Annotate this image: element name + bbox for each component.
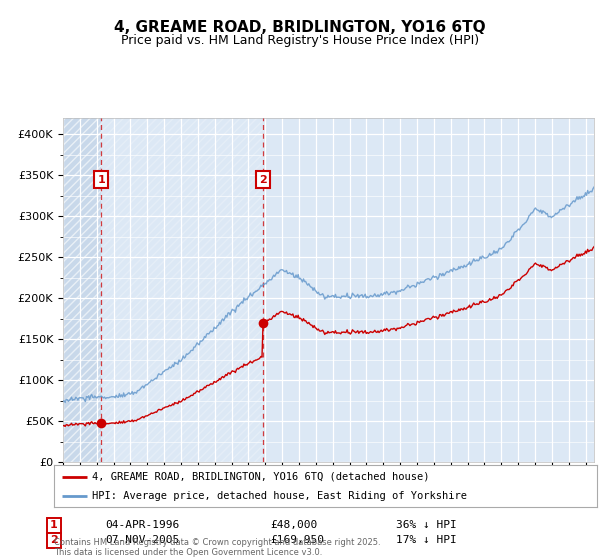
Text: 2: 2 bbox=[259, 175, 266, 185]
Text: 4, GREAME ROAD, BRIDLINGTON, YO16 6TQ (detached house): 4, GREAME ROAD, BRIDLINGTON, YO16 6TQ (d… bbox=[92, 472, 430, 482]
Text: 07-NOV-2005: 07-NOV-2005 bbox=[105, 535, 179, 545]
Text: 17% ↓ HPI: 17% ↓ HPI bbox=[396, 535, 457, 545]
Text: 4, GREAME ROAD, BRIDLINGTON, YO16 6TQ: 4, GREAME ROAD, BRIDLINGTON, YO16 6TQ bbox=[114, 20, 486, 35]
Text: £48,000: £48,000 bbox=[270, 520, 317, 530]
Bar bbox=[101, 118, 263, 462]
Text: 36% ↓ HPI: 36% ↓ HPI bbox=[396, 520, 457, 530]
Text: 1: 1 bbox=[50, 520, 58, 530]
Text: 1: 1 bbox=[97, 175, 105, 185]
Bar bbox=[63, 118, 101, 462]
Bar bbox=[101, 118, 263, 462]
Text: 04-APR-1996: 04-APR-1996 bbox=[105, 520, 179, 530]
Text: 2: 2 bbox=[50, 535, 58, 545]
Bar bbox=[63, 118, 101, 462]
Text: Price paid vs. HM Land Registry's House Price Index (HPI): Price paid vs. HM Land Registry's House … bbox=[121, 34, 479, 46]
Text: HPI: Average price, detached house, East Riding of Yorkshire: HPI: Average price, detached house, East… bbox=[92, 491, 467, 501]
Text: Contains HM Land Registry data © Crown copyright and database right 2025.
This d: Contains HM Land Registry data © Crown c… bbox=[54, 538, 380, 557]
Text: £169,950: £169,950 bbox=[270, 535, 324, 545]
